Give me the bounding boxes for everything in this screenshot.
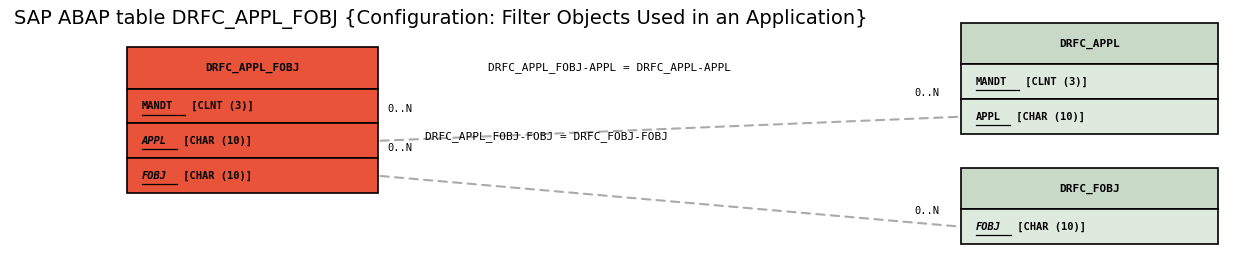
Text: [CLNT (3)]: [CLNT (3)]: [1018, 77, 1087, 87]
Text: MANDT: MANDT: [975, 77, 1007, 87]
Text: APPL: APPL: [142, 136, 167, 146]
Bar: [127, 47, 377, 89]
Text: DRFC_APPL: DRFC_APPL: [1060, 38, 1120, 49]
Bar: [127, 89, 377, 123]
Text: FOBJ: FOBJ: [142, 171, 167, 181]
Text: 0..N: 0..N: [387, 143, 412, 153]
Text: DRFC_FOBJ: DRFC_FOBJ: [1060, 183, 1120, 193]
Text: DRFC_APPL_FOBJ-APPL = DRFC_APPL-APPL: DRFC_APPL_FOBJ-APPL = DRFC_APPL-APPL: [488, 62, 732, 73]
Text: APPL: APPL: [975, 112, 1001, 122]
Text: SAP ABAP table DRFC_APPL_FOBJ {Configuration: Filter Objects Used in an Applicat: SAP ABAP table DRFC_APPL_FOBJ {Configura…: [14, 9, 867, 30]
Bar: [960, 99, 1218, 134]
Text: [CHAR (10)]: [CHAR (10)]: [1011, 222, 1086, 232]
Text: [CLNT (3)]: [CLNT (3)]: [185, 101, 253, 111]
Bar: [960, 209, 1218, 244]
Text: [CHAR (10)]: [CHAR (10)]: [177, 171, 251, 181]
Text: 0..N: 0..N: [915, 88, 939, 98]
Bar: [960, 64, 1218, 99]
Text: [CHAR (10)]: [CHAR (10)]: [1011, 112, 1085, 122]
Text: DRFC_APPL_FOBJ-FOBJ = DRFC_FOBJ-FOBJ: DRFC_APPL_FOBJ-FOBJ = DRFC_FOBJ-FOBJ: [425, 131, 669, 142]
Text: [CHAR (10)]: [CHAR (10)]: [177, 136, 251, 146]
Text: 0..N: 0..N: [915, 206, 939, 216]
Text: 0..N: 0..N: [387, 104, 412, 114]
Bar: [960, 168, 1218, 209]
Text: DRFC_APPL_FOBJ: DRFC_APPL_FOBJ: [205, 63, 299, 73]
Bar: [960, 23, 1218, 64]
Text: MANDT: MANDT: [142, 101, 173, 111]
Bar: [127, 123, 377, 158]
Bar: [127, 158, 377, 193]
Text: FOBJ: FOBJ: [975, 222, 1001, 232]
